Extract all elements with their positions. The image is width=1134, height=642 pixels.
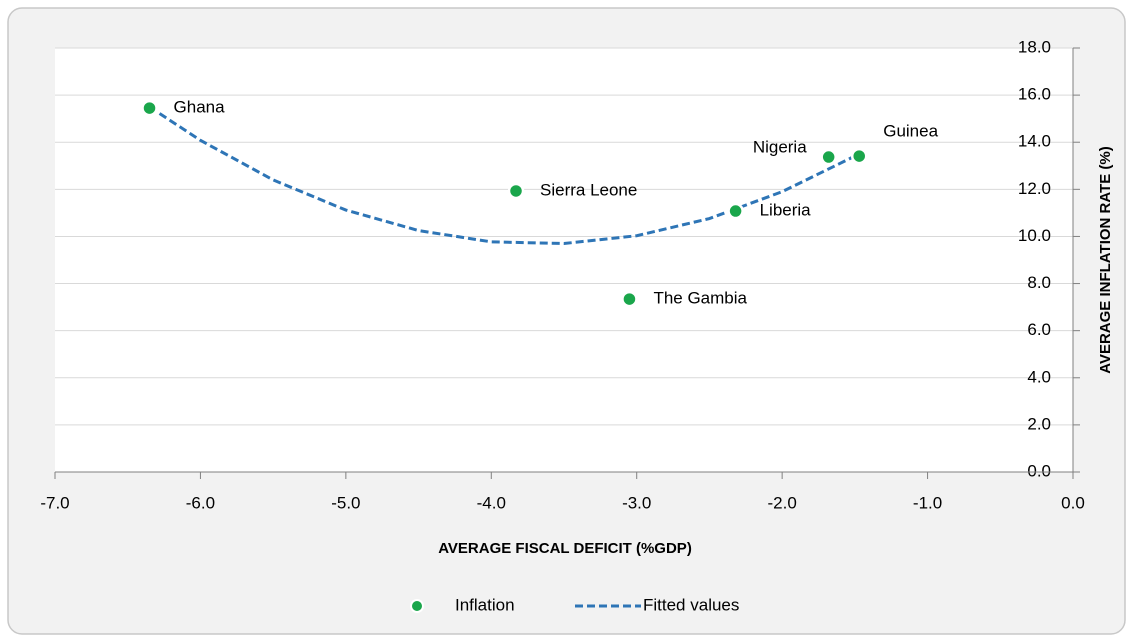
legend-label: Inflation (455, 595, 515, 614)
legend-marker (410, 599, 424, 613)
y-tick-label: 18.0 (1018, 37, 1051, 56)
plot-area (55, 48, 1073, 472)
x-tick-label: -7.0 (40, 493, 69, 512)
point-label: The Gambia (653, 289, 747, 308)
point-label: Guinea (883, 122, 938, 141)
y-tick-label: 10.0 (1018, 226, 1051, 245)
x-tick-label: -4.0 (477, 493, 506, 512)
y-tick-label: 12.0 (1018, 179, 1051, 198)
scatter-point (141, 99, 158, 117)
x-axis-label: AVERAGE FISCAL DEFICIT (%GDP) (438, 540, 692, 557)
point-label: Liberia (760, 200, 812, 219)
scatter-point (727, 202, 744, 220)
x-tick-label: -6.0 (186, 493, 215, 512)
x-tick-label: -3.0 (622, 493, 651, 512)
scatter-point (621, 290, 638, 308)
y-tick-label: 4.0 (1027, 367, 1051, 386)
point-label: Ghana (174, 98, 226, 117)
x-tick-label: -2.0 (767, 493, 796, 512)
x-tick-label: -1.0 (913, 493, 942, 512)
scatter-point (820, 148, 837, 166)
y-tick-label: 16.0 (1018, 85, 1051, 104)
y-tick-label: 0.0 (1027, 461, 1051, 480)
x-tick-label: 0.0 (1061, 493, 1085, 512)
y-axis-label: AVERAGE INFLATION RATE (%) (1097, 146, 1114, 374)
legend-label: Fitted values (643, 595, 739, 614)
x-tick-label: -5.0 (331, 493, 360, 512)
point-label: Sierra Leone (540, 180, 637, 199)
y-tick-label: 2.0 (1027, 414, 1051, 433)
scatter-point (507, 182, 525, 200)
scatter-point (850, 147, 868, 165)
y-tick-label: 14.0 (1018, 132, 1051, 151)
point-label: Nigeria (753, 138, 807, 157)
y-tick-label: 6.0 (1027, 320, 1051, 339)
y-tick-label: 8.0 (1027, 273, 1051, 292)
